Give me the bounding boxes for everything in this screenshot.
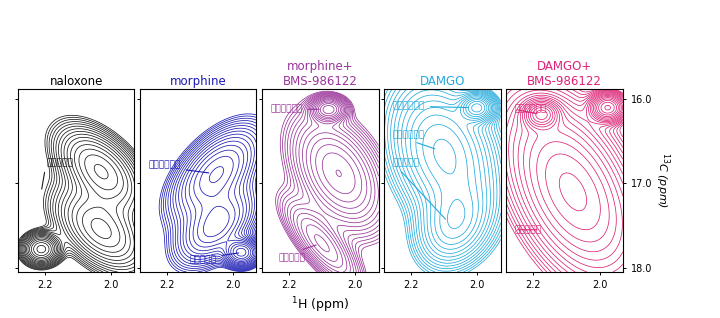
- Y-axis label: $^{13}$C (ppm): $^{13}$C (ppm): [654, 152, 672, 209]
- Text: 不活性化型: 不活性化型: [190, 253, 239, 265]
- Title: morphine: morphine: [170, 75, 227, 88]
- Title: DAMGO+
BMS-986122: DAMGO+ BMS-986122: [527, 60, 602, 88]
- Text: 不活性化型: 不活性化型: [42, 158, 73, 189]
- Text: 不活性化型: 不活性化型: [279, 245, 316, 262]
- Text: 完全活性化型: 完全活性化型: [515, 105, 547, 114]
- Text: 部分活性化型: 部分活性化型: [148, 160, 209, 173]
- Text: $^{1}$H (ppm): $^{1}$H (ppm): [292, 295, 349, 315]
- Text: 不活性化型: 不活性化型: [515, 225, 541, 234]
- Text: 不活性化型: 不活性化型: [392, 158, 446, 219]
- Text: 完全活性化型: 完全活性化型: [392, 101, 468, 110]
- Text: 完全活性化型: 完全活性化型: [271, 105, 319, 114]
- Title: naloxone: naloxone: [50, 75, 103, 88]
- Text: 部分活性化型: 部分活性化型: [392, 130, 435, 149]
- Title: DAMGO: DAMGO: [420, 75, 465, 88]
- Title: morphine+
BMS-986122: morphine+ BMS-986122: [283, 60, 358, 88]
